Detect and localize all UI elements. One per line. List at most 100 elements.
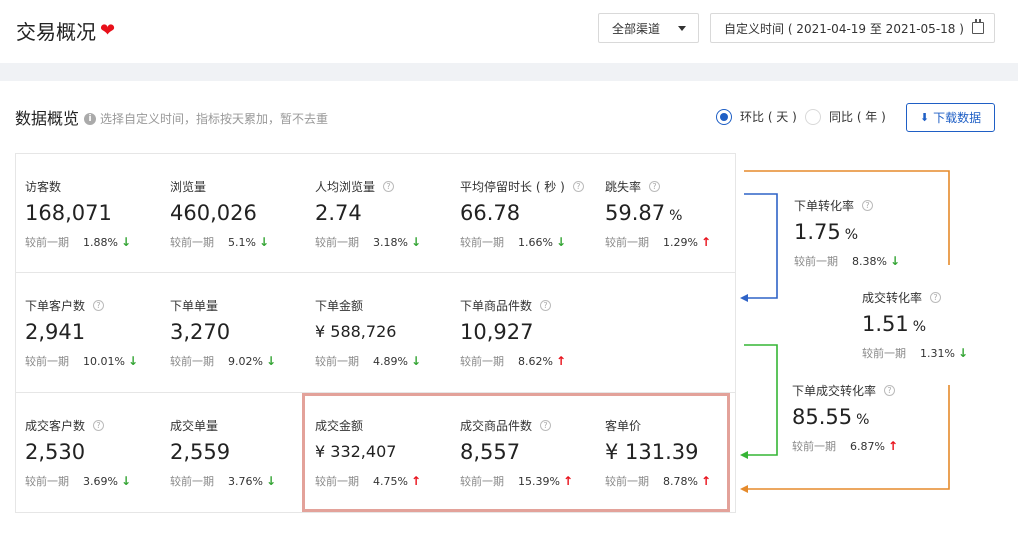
metric-value-number: 85.55	[792, 405, 853, 429]
compare-percent: 8.62%	[518, 354, 553, 368]
compare-label: 较前一期	[460, 236, 504, 249]
metric-label: 下单商品件数?	[460, 297, 600, 313]
compare-percent: 9.02%	[228, 354, 263, 368]
metric-label: 成交客户数?	[25, 417, 165, 433]
metric-label-text: 成交客户数	[25, 418, 86, 433]
row-divider	[16, 272, 735, 273]
arrow-up-icon: ↑	[562, 474, 574, 488]
compare-percent: 15.39%	[518, 474, 560, 488]
metric-compare: 较前一期 3.18% ↓	[315, 234, 455, 250]
arrow-down-icon: ↓	[957, 346, 969, 360]
radio-year[interactable]: 同比 ( 年 )	[805, 108, 886, 125]
compare-percent: 5.1%	[228, 235, 256, 249]
arrow-down-icon: ↓	[889, 254, 901, 268]
compare-percent: 4.89%	[373, 354, 408, 368]
metric-unit: %	[669, 208, 683, 224]
metric-value: 2.74	[315, 200, 455, 226]
metric-value-number: ¥ 131.39	[605, 440, 699, 464]
metric-value-number: 2.74	[315, 201, 362, 225]
compare-label: 较前一期	[315, 236, 359, 249]
metric-value-number: 460,026	[170, 201, 257, 225]
arrow-down-icon: ↓	[410, 235, 422, 249]
metric-value-number: 2,559	[170, 440, 231, 464]
compare-label: 较前一期	[25, 475, 69, 488]
download-label: 下载数据	[933, 111, 982, 125]
metric-compare: 较前一期 1.29% ↑	[605, 234, 745, 250]
arrow-up-icon: ↑	[700, 474, 712, 488]
metric-value: 168,071	[25, 200, 165, 226]
arrow-down-icon: ↓	[265, 354, 277, 368]
radio-day-circle[interactable]	[716, 108, 732, 125]
metric-label-text: 下单成交转化率	[792, 383, 877, 398]
compare-label: 较前一期	[605, 236, 649, 249]
metric-compare: 较前一期 9.02% ↓	[170, 353, 310, 369]
page-title: 交易概况 ❤	[16, 16, 115, 45]
help-icon[interactable]: ?	[862, 199, 874, 211]
compare-percent: 8.78%	[663, 474, 698, 488]
info-icon: i	[84, 112, 96, 125]
radio-year-circle[interactable]	[805, 108, 821, 125]
arrow-up-icon: ↑	[700, 235, 712, 249]
overview-hint-text: 选择自定义时间，指标按天累加，暂不去重	[100, 112, 329, 126]
help-icon[interactable]: ?	[540, 419, 552, 431]
help-icon[interactable]: ?	[930, 291, 942, 303]
compare-percent: 1.88%	[83, 235, 118, 249]
date-range-value: 自定义时间 ( 2021-04-19 至 2021-05-18 )	[724, 21, 964, 36]
metric-value: 59.87%	[605, 200, 745, 226]
metric-value: 3,270	[170, 319, 310, 345]
metric-value-number: 66.78	[460, 201, 521, 225]
compare-label: 较前一期	[792, 440, 836, 453]
metric-value-number: 3,270	[170, 320, 231, 344]
help-icon[interactable]: ?	[649, 180, 661, 192]
date-range-picker[interactable]: 自定义时间 ( 2021-04-19 至 2021-05-18 )	[710, 13, 995, 43]
metric-compare: 较前一期 1.31% ↓	[862, 345, 1002, 361]
compare-percent: 3.69%	[83, 474, 118, 488]
metric-card: 人均浏览量? 2.74 较前一期 3.18% ↓	[315, 178, 455, 250]
metric-card: 下单客户数? 2,941 较前一期 10.01% ↓	[25, 297, 165, 369]
help-icon[interactable]: ?	[540, 299, 552, 311]
header-bar: 交易概况 ❤ 全部渠道 自定义时间 ( 2021-04-19 至 2021-05…	[0, 0, 1018, 63]
metric-value-number: 59.87	[605, 201, 666, 225]
heart-icon[interactable]: ❤	[100, 20, 116, 41]
metric-compare: 较前一期 1.66% ↓	[460, 234, 600, 250]
metric-compare: 较前一期 4.75% ↑	[315, 473, 455, 489]
overview-hint: i 选择自定义时间，指标按天累加，暂不去重	[84, 110, 328, 127]
metric-card: 下单金额 ¥ 588,726 较前一期 4.89% ↓	[315, 297, 455, 369]
arrow-down-icon: ↓	[127, 354, 139, 368]
row-divider	[16, 392, 735, 393]
conversion-flow-lines	[740, 170, 950, 493]
metric-compare: 较前一期 1.88% ↓	[25, 234, 165, 250]
metric-label-text: 下单单量	[170, 298, 219, 313]
metric-compare: 较前一期 6.87% ↑	[792, 438, 932, 454]
metric-value-number: 1.75	[794, 220, 841, 244]
calendar-icon[interactable]	[972, 19, 984, 34]
metric-label: 客单价	[605, 417, 745, 433]
metric-value-number: 2,941	[25, 320, 86, 344]
metric-compare: 较前一期 5.1% ↓	[170, 234, 310, 250]
metric-label: 下单金额	[315, 297, 455, 313]
metric-value: 460,026	[170, 200, 310, 226]
channel-select[interactable]: 全部渠道	[598, 13, 699, 43]
metric-value-number: 1.51	[862, 312, 909, 336]
metric-label: 成交金额	[315, 417, 455, 433]
compare-percent: 1.66%	[518, 235, 553, 249]
compare-percent: 1.31%	[920, 346, 955, 360]
metric-value-number: ¥ 332,407	[315, 442, 397, 461]
compare-percent: 8.38%	[852, 254, 887, 268]
metric-label: 访客数	[25, 178, 165, 194]
metric-card: 访客数 168,071 较前一期 1.88% ↓	[25, 178, 165, 250]
metric-card: 成交金额 ¥ 332,407 较前一期 4.75% ↑	[315, 417, 455, 489]
arrow-down-icon: ↓	[555, 235, 567, 249]
radio-day[interactable]: 环比 ( 天 )	[716, 108, 797, 125]
help-icon[interactable]: ?	[383, 180, 395, 192]
metric-value: 1.51%	[862, 311, 1002, 337]
metrics-grid	[15, 153, 736, 513]
help-icon[interactable]: ?	[93, 419, 105, 431]
compare-label: 较前一期	[170, 355, 214, 368]
caret-down-icon	[678, 26, 686, 31]
help-icon[interactable]: ?	[93, 299, 105, 311]
help-icon[interactable]: ?	[572, 180, 584, 192]
download-button[interactable]: ⬇ 下载数据	[906, 103, 995, 132]
help-icon[interactable]: ?	[884, 384, 896, 396]
metric-card: 下单成交转化率? 85.55% 较前一期 6.87% ↑	[792, 382, 932, 454]
